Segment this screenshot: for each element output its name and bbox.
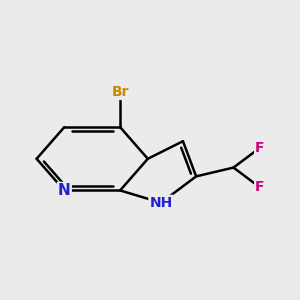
Text: N: N [58, 183, 71, 198]
Text: Br: Br [111, 85, 129, 99]
Text: F: F [255, 180, 265, 194]
Text: NH: NH [149, 196, 172, 210]
Text: F: F [255, 141, 265, 155]
